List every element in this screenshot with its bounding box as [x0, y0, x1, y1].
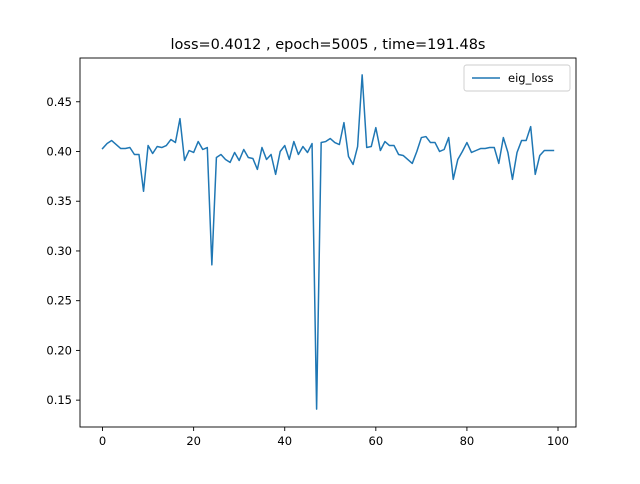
y-tick-label: 0.30 — [46, 244, 72, 258]
y-tick-label: 0.40 — [46, 144, 72, 158]
x-tick-label: 40 — [277, 434, 292, 448]
legend-label: eig_loss — [508, 71, 554, 85]
x-tick-label: 20 — [186, 434, 201, 448]
y-tick-label: 0.20 — [46, 343, 72, 357]
legend-box — [463, 64, 571, 92]
x-tick-label: 0 — [99, 434, 106, 448]
series-line-0 — [101, 74, 555, 410]
plot-area: 0 20 40 60 80 100 0.15 0.20 0.25 0.30 0.35 0.40 0.45… — [46, 57, 577, 448]
x-tick-label: 100 — [547, 434, 569, 448]
chart-title: loss=0.4012 , epoch=5005 , time=191.48s — [171, 37, 486, 53]
y-tick-label: 0.15 — [46, 393, 72, 407]
y-tick-label: 0.45 — [46, 95, 72, 109]
x-tick-label: 60 — [369, 434, 384, 448]
y-tick-label: 0.25 — [46, 294, 72, 308]
x-tick-label: 80 — [460, 434, 475, 448]
axes-frame — [79, 57, 577, 428]
y-tick-label: 0.35 — [46, 194, 72, 208]
